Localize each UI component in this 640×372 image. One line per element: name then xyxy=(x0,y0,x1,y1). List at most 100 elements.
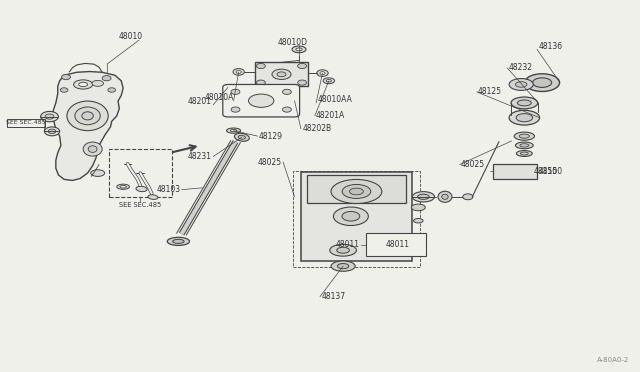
Circle shape xyxy=(40,112,58,122)
Bar xyxy=(255,62,308,86)
Ellipse shape xyxy=(342,211,360,221)
Polygon shape xyxy=(53,71,123,180)
Text: 48010: 48010 xyxy=(118,32,143,41)
Circle shape xyxy=(463,194,473,200)
Text: 48103: 48103 xyxy=(156,185,180,194)
Text: 48010A: 48010A xyxy=(204,93,234,102)
Ellipse shape xyxy=(238,135,246,139)
Text: 48011: 48011 xyxy=(335,240,359,249)
Ellipse shape xyxy=(519,134,529,138)
Ellipse shape xyxy=(331,261,355,271)
Ellipse shape xyxy=(323,78,335,84)
Ellipse shape xyxy=(167,237,189,246)
Ellipse shape xyxy=(91,170,105,176)
Ellipse shape xyxy=(83,142,102,156)
Circle shape xyxy=(60,88,68,92)
Ellipse shape xyxy=(412,192,435,202)
Circle shape xyxy=(233,68,244,75)
Ellipse shape xyxy=(525,74,559,92)
Ellipse shape xyxy=(412,204,426,211)
Circle shape xyxy=(317,70,328,76)
Ellipse shape xyxy=(116,184,129,189)
Ellipse shape xyxy=(326,80,332,82)
Circle shape xyxy=(320,72,325,75)
Ellipse shape xyxy=(514,132,534,140)
Circle shape xyxy=(44,127,60,136)
Text: 48125: 48125 xyxy=(478,87,502,96)
Bar xyxy=(7,119,45,127)
Ellipse shape xyxy=(516,113,532,122)
Bar xyxy=(493,164,537,179)
Circle shape xyxy=(282,107,291,112)
Circle shape xyxy=(298,80,307,85)
Text: SEE SEC.485: SEE SEC.485 xyxy=(119,202,161,208)
Text: 48201A: 48201A xyxy=(316,111,346,121)
Ellipse shape xyxy=(277,72,286,77)
Ellipse shape xyxy=(438,191,452,202)
Ellipse shape xyxy=(234,133,250,141)
Ellipse shape xyxy=(349,188,364,195)
Ellipse shape xyxy=(520,152,528,155)
Circle shape xyxy=(231,107,240,112)
Ellipse shape xyxy=(509,110,540,125)
Text: 48232: 48232 xyxy=(508,63,532,72)
Text: 48150: 48150 xyxy=(534,167,558,176)
Ellipse shape xyxy=(532,78,552,87)
Text: 48129: 48129 xyxy=(259,132,283,141)
Ellipse shape xyxy=(337,247,349,253)
Text: 48011: 48011 xyxy=(385,240,410,249)
Ellipse shape xyxy=(292,46,306,53)
Text: 48150: 48150 xyxy=(539,167,563,176)
Bar xyxy=(365,233,426,256)
Circle shape xyxy=(257,80,266,85)
Text: 48010AA: 48010AA xyxy=(317,95,352,104)
Circle shape xyxy=(231,89,240,94)
Text: A-80A0-2: A-80A0-2 xyxy=(597,356,629,363)
Ellipse shape xyxy=(509,78,533,90)
Ellipse shape xyxy=(230,129,237,132)
Ellipse shape xyxy=(515,142,533,149)
Ellipse shape xyxy=(331,179,382,203)
Text: 48202B: 48202B xyxy=(302,124,332,133)
Circle shape xyxy=(236,70,241,73)
Ellipse shape xyxy=(516,151,532,157)
Ellipse shape xyxy=(79,82,88,87)
Ellipse shape xyxy=(227,128,241,133)
Circle shape xyxy=(108,88,115,92)
Text: 48136: 48136 xyxy=(538,42,563,51)
Text: 48025: 48025 xyxy=(461,160,485,169)
Text: 48010D: 48010D xyxy=(278,38,308,47)
Ellipse shape xyxy=(515,82,527,87)
Ellipse shape xyxy=(296,48,302,51)
Ellipse shape xyxy=(148,195,158,199)
Text: 48201: 48201 xyxy=(188,97,212,106)
Ellipse shape xyxy=(418,194,429,199)
FancyBboxPatch shape xyxy=(223,84,300,117)
Ellipse shape xyxy=(511,97,538,109)
Circle shape xyxy=(282,89,291,94)
Bar xyxy=(307,174,406,203)
Bar xyxy=(109,149,172,197)
Ellipse shape xyxy=(342,185,371,199)
Ellipse shape xyxy=(520,144,529,147)
Text: 48025: 48025 xyxy=(258,157,282,167)
Ellipse shape xyxy=(173,239,184,243)
Circle shape xyxy=(298,63,307,68)
Ellipse shape xyxy=(136,186,147,192)
Ellipse shape xyxy=(333,207,369,225)
Ellipse shape xyxy=(330,244,356,256)
Ellipse shape xyxy=(74,80,93,89)
Bar xyxy=(292,171,420,267)
Circle shape xyxy=(102,76,111,81)
Text: 48137: 48137 xyxy=(321,292,346,301)
Circle shape xyxy=(48,129,56,134)
Ellipse shape xyxy=(92,80,104,86)
Circle shape xyxy=(61,74,70,80)
Ellipse shape xyxy=(272,69,291,80)
Ellipse shape xyxy=(88,146,97,153)
Ellipse shape xyxy=(337,263,349,269)
Ellipse shape xyxy=(75,107,100,125)
Ellipse shape xyxy=(67,101,108,131)
Text: 48231: 48231 xyxy=(188,152,212,161)
Ellipse shape xyxy=(82,112,93,120)
